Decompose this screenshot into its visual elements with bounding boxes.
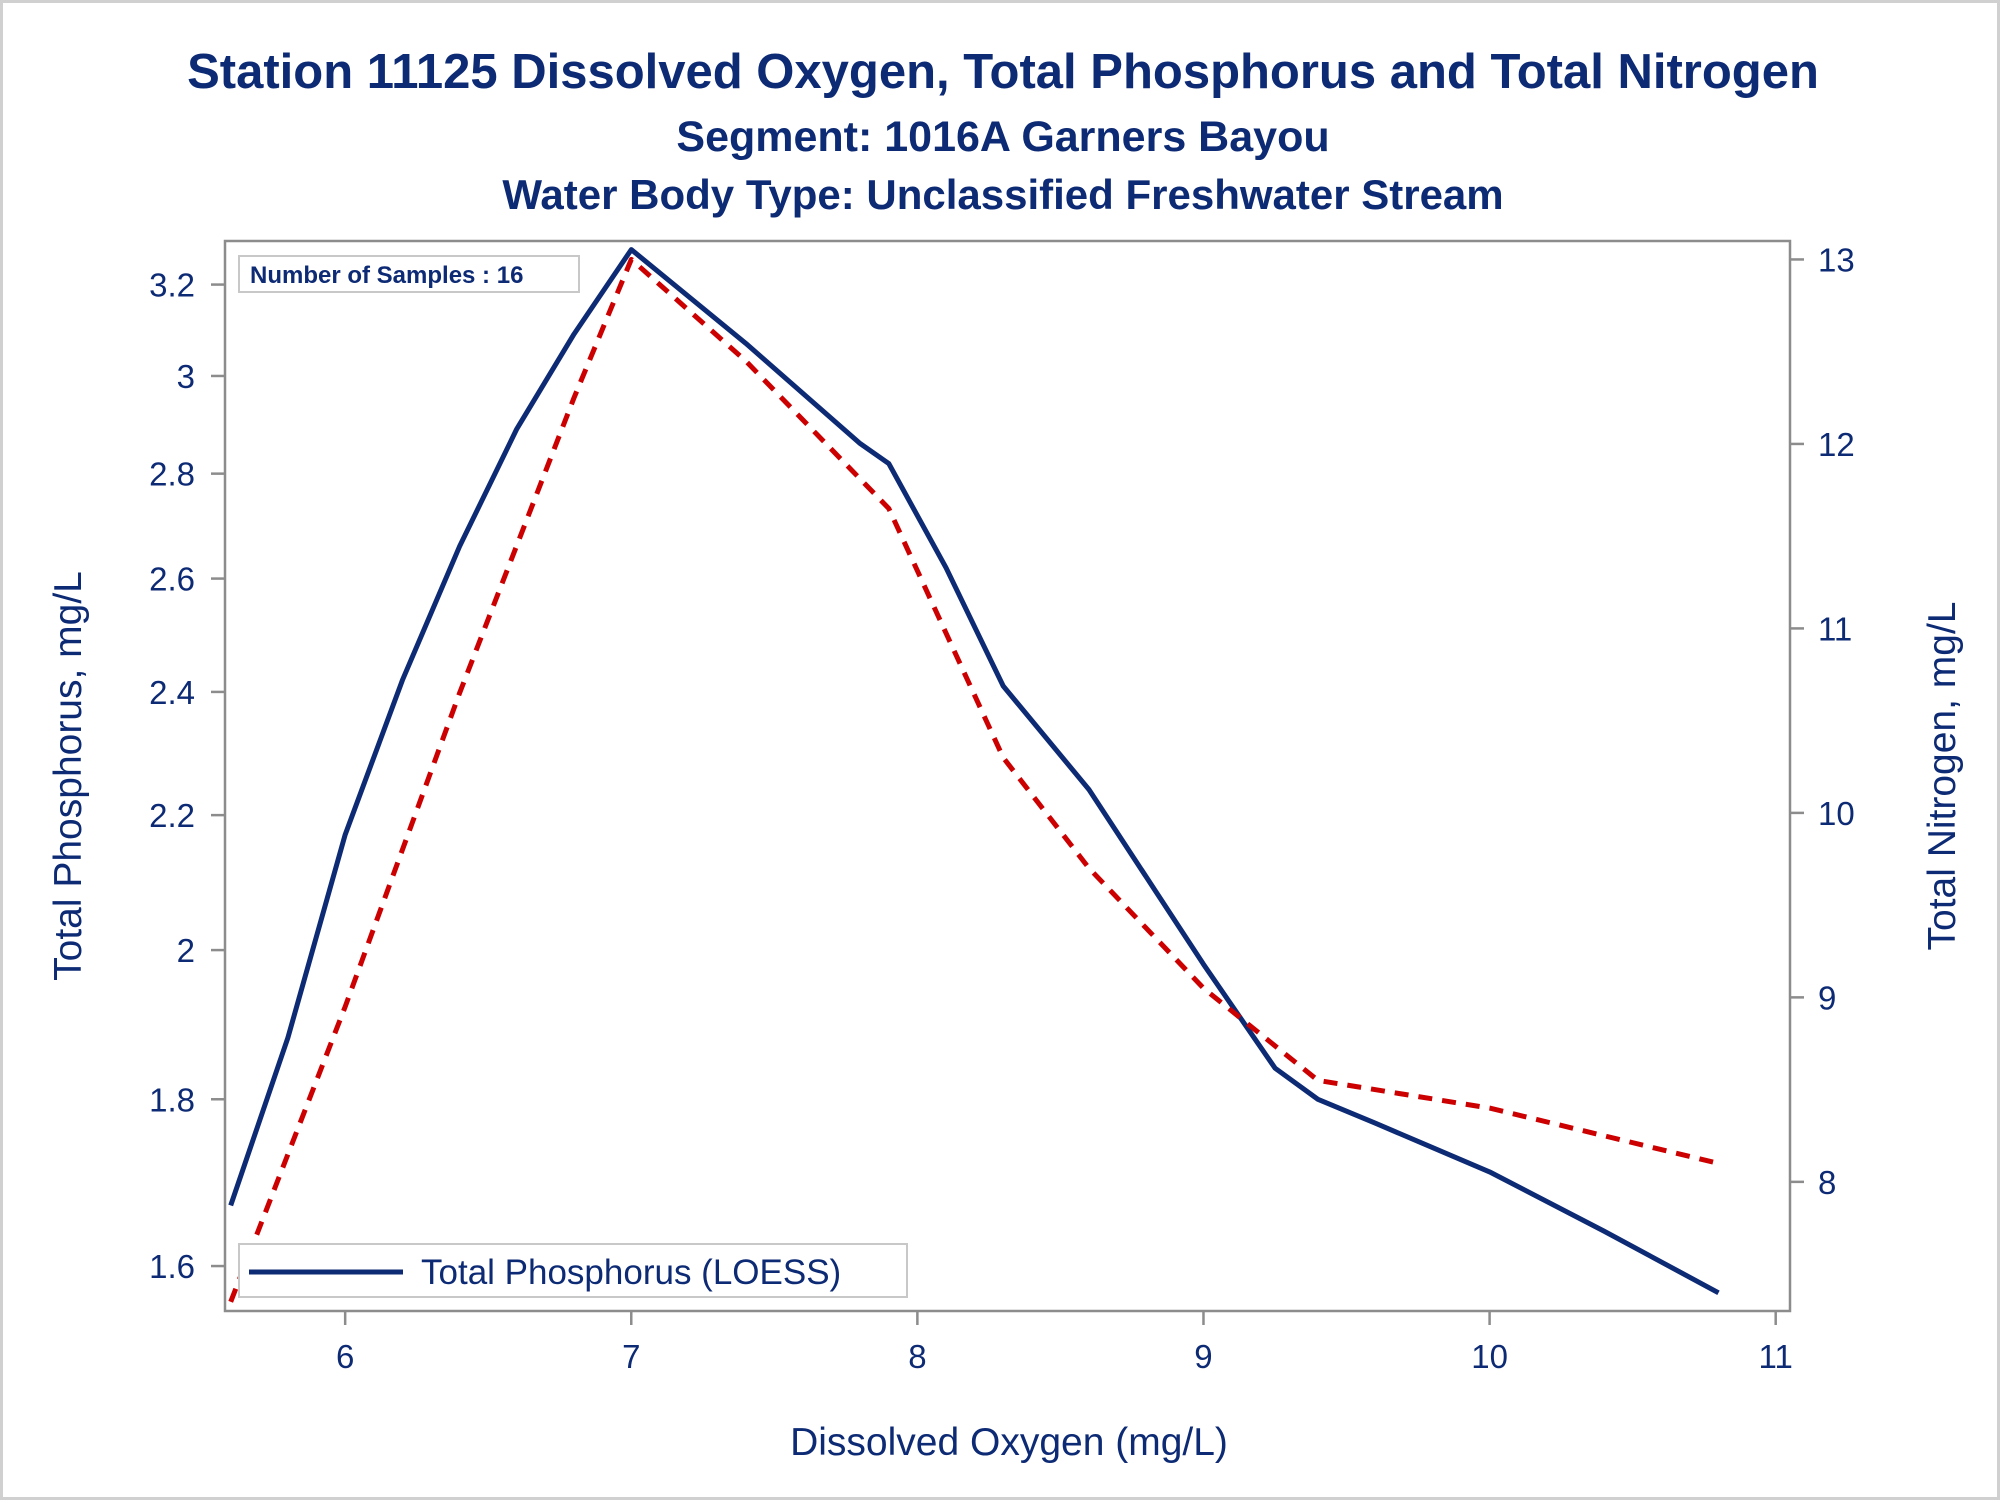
y-tick-label: 3 bbox=[177, 358, 195, 395]
y2-tick-label: 9 bbox=[1818, 979, 1836, 1016]
chart-subtitle-2: Water Body Type: Unclassified Freshwater… bbox=[502, 171, 1503, 218]
y-tick-label: 2.2 bbox=[149, 797, 195, 834]
x-tick-label: 7 bbox=[622, 1338, 640, 1375]
y-tick-label: 1.6 bbox=[149, 1248, 195, 1285]
y2-tick-label: 8 bbox=[1818, 1164, 1836, 1201]
x-axis-label: Dissolved Oxygen (mg/L) bbox=[790, 1421, 1228, 1464]
chart-title: Station 11125 Dissolved Oxygen, Total Ph… bbox=[187, 45, 1819, 99]
x-axis: 6 7 8 9 10 11 bbox=[336, 1311, 1793, 1375]
y-tick-label: 2.6 bbox=[149, 561, 195, 598]
y2-tick-label: 11 bbox=[1818, 610, 1852, 647]
plot-area bbox=[223, 239, 1792, 1313]
y-tick-label: 3.2 bbox=[149, 267, 195, 304]
y-axis-left: 1.6 1.8 2 2.2 2.4 2.6 2.8 3 3.2 bbox=[149, 267, 225, 1285]
series-total-phosphorus-line bbox=[228, 247, 1720, 1296]
chart-svg: Station 11125 Dissolved Oxygen, Total Ph… bbox=[47, 45, 1964, 1464]
sample-count-text: Number of Samples : 16 bbox=[250, 262, 523, 289]
y2-tick-label: 10 bbox=[1818, 795, 1855, 832]
y2-tick-label: 13 bbox=[1818, 241, 1855, 278]
legend-label-total-phosphorus: Total Phosphorus (LOESS) bbox=[421, 1253, 841, 1292]
y-tick-label: 2 bbox=[177, 932, 195, 969]
y-axis-label: Total Phosphorus, mg/L bbox=[47, 571, 90, 981]
chart-subtitle: Segment: 1016A Garners Bayou bbox=[676, 113, 1329, 161]
x-tick-label: 9 bbox=[1194, 1338, 1212, 1375]
sample-count-box bbox=[238, 255, 580, 293]
x-tick-label: 6 bbox=[336, 1338, 354, 1375]
y-axis-right: 8 9 10 11 12 13 bbox=[1790, 241, 1855, 1201]
series-layer bbox=[228, 247, 1720, 1303]
y2-tick-label: 12 bbox=[1818, 426, 1855, 463]
series-total-nitrogen-line bbox=[228, 256, 1720, 1303]
x-tick-label: 10 bbox=[1471, 1338, 1508, 1375]
y-tick-label: 2.8 bbox=[149, 456, 195, 493]
x-tick-label: 8 bbox=[908, 1338, 926, 1375]
x-tick-label: 11 bbox=[1759, 1338, 1793, 1375]
y2-axis-label: Total Nitrogen, mg/L bbox=[1921, 601, 1964, 950]
y-tick-label: 1.8 bbox=[149, 1081, 195, 1118]
y-tick-label: 2.4 bbox=[149, 674, 195, 711]
